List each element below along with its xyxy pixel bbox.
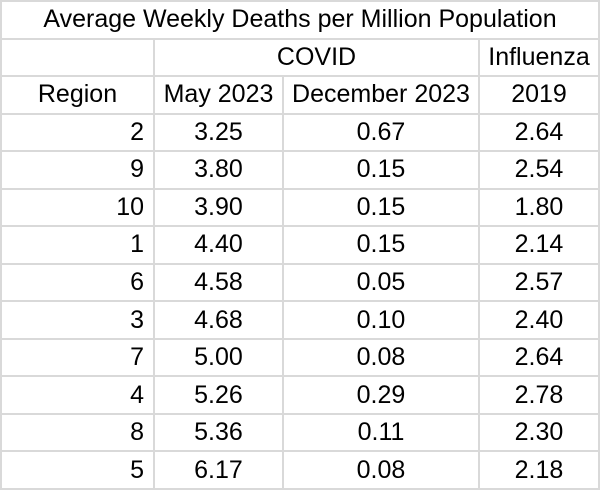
- cell-covid-may-2023: 5.00: [155, 339, 282, 376]
- cell-region: 8: [2, 414, 153, 451]
- header-2019: 2019: [480, 77, 598, 113]
- cell-influenza-2019: 2.57: [480, 264, 598, 301]
- cell-influenza-2019: 1.80: [480, 189, 598, 226]
- header-december-2023: December 2023: [284, 77, 478, 113]
- cell-covid-december-2023: 0.08: [284, 452, 478, 488]
- header-may-2023: May 2023: [155, 77, 282, 113]
- table-title: Average Weekly Deaths per Million Popula…: [2, 2, 598, 38]
- cell-covid-december-2023: 0.67: [284, 114, 478, 151]
- cell-region: 1: [2, 227, 153, 263]
- cell-covid-may-2023: 4.58: [155, 264, 282, 301]
- column-group-influenza: Influenza: [480, 39, 598, 76]
- cell-covid-december-2023: 0.15: [284, 152, 478, 188]
- cell-covid-december-2023: 0.15: [284, 227, 478, 263]
- cell-region: 10: [2, 189, 153, 226]
- cell-region: 7: [2, 339, 153, 376]
- cell-covid-may-2023: 3.90: [155, 189, 282, 226]
- header-region: Region: [2, 77, 153, 113]
- cell-covid-may-2023: 3.25: [155, 114, 282, 151]
- cell-covid-december-2023: 0.08: [284, 339, 478, 376]
- cell-covid-december-2023: 0.10: [284, 302, 478, 338]
- cell-region: 2: [2, 114, 153, 151]
- cell-influenza-2019: 2.64: [480, 339, 598, 376]
- cell-covid-december-2023: 0.15: [284, 189, 478, 226]
- cell-region: 4: [2, 377, 153, 413]
- cell-covid-december-2023: 0.11: [284, 414, 478, 451]
- cell-covid-may-2023: 5.36: [155, 414, 282, 451]
- cell-region: 3: [2, 302, 153, 338]
- cell-region: 6: [2, 264, 153, 301]
- column-group-covid: COVID: [155, 39, 478, 76]
- cell-covid-may-2023: 6.17: [155, 452, 282, 488]
- cell-covid-may-2023: 4.40: [155, 227, 282, 263]
- cell-region: 5: [2, 452, 153, 488]
- cell-covid-may-2023: 3.80: [155, 152, 282, 188]
- cell-covid-may-2023: 5.26: [155, 377, 282, 413]
- cell-covid-may-2023: 4.68: [155, 302, 282, 338]
- cell-covid-december-2023: 0.29: [284, 377, 478, 413]
- cell-influenza-2019: 2.54: [480, 152, 598, 188]
- cell-region: 9: [2, 152, 153, 188]
- cell-influenza-2019: 2.78: [480, 377, 598, 413]
- cell-influenza-2019: 2.14: [480, 227, 598, 263]
- cell-influenza-2019: 2.40: [480, 302, 598, 338]
- cell-covid-december-2023: 0.05: [284, 264, 478, 301]
- cell-influenza-2019: 2.30: [480, 414, 598, 451]
- cell-influenza-2019: 2.64: [480, 114, 598, 151]
- cell-influenza-2019: 2.18: [480, 452, 598, 488]
- empty-corner-cell: [2, 39, 153, 76]
